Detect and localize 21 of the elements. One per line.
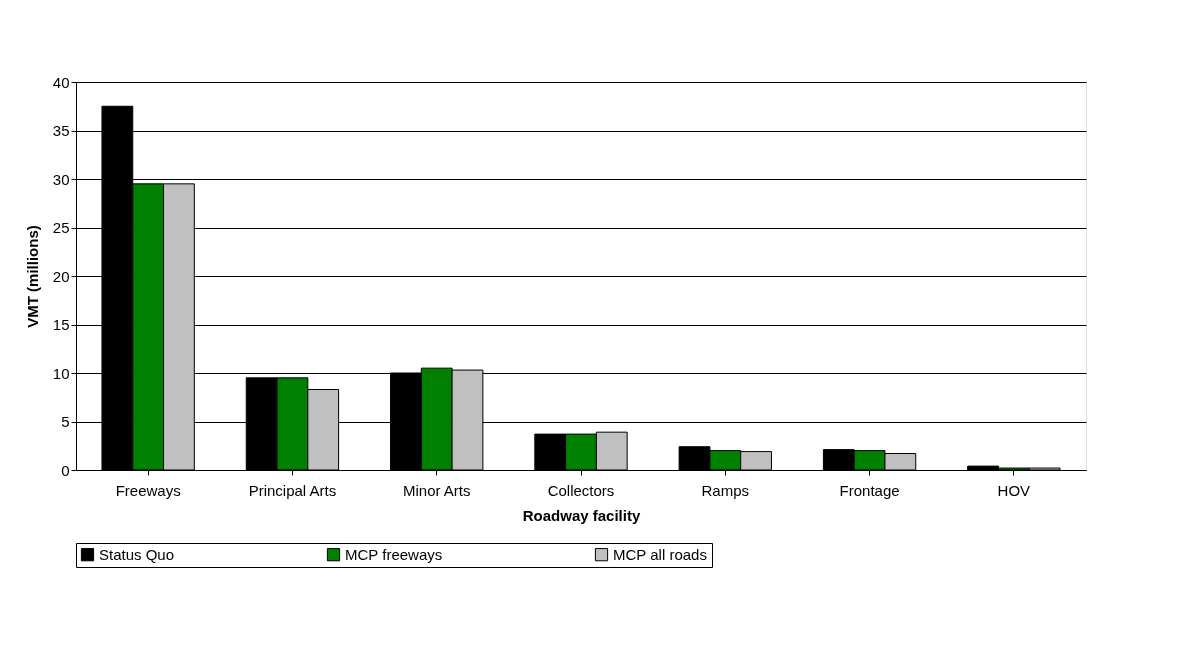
y-tick-label: 40 bbox=[52, 73, 70, 91]
y-tick-label: 35 bbox=[52, 122, 70, 139]
y-tick-label: 30 bbox=[52, 170, 70, 188]
y-tick-label: 20 bbox=[52, 267, 70, 285]
y-tick-label: 25 bbox=[52, 219, 70, 236]
y-tick-label: 15 bbox=[52, 316, 70, 333]
legend-label: MCP freeways bbox=[345, 545, 443, 563]
legend-label: Status Quo bbox=[99, 545, 175, 563]
x-tick-label: HOV bbox=[997, 481, 1031, 499]
x-tick-label: Minor Arts bbox=[402, 481, 471, 499]
y-tick-label: 10 bbox=[52, 364, 70, 382]
x-tick-label: Frontage bbox=[839, 481, 900, 499]
x-tick-label: Collectors bbox=[547, 481, 615, 499]
x-tick-label: Freeways bbox=[115, 481, 181, 499]
y-tick-label: 5 bbox=[61, 413, 70, 430]
legend-label: MCP all roads bbox=[613, 545, 707, 563]
x-tick-label: Ramps bbox=[701, 481, 750, 499]
x-tick-label: Principal Arts bbox=[248, 481, 337, 499]
x-axis-title: Roadway facility bbox=[522, 506, 641, 524]
y-axis-title: VMT (millions) bbox=[23, 225, 41, 328]
y-tick-label: 0 bbox=[61, 461, 70, 479]
